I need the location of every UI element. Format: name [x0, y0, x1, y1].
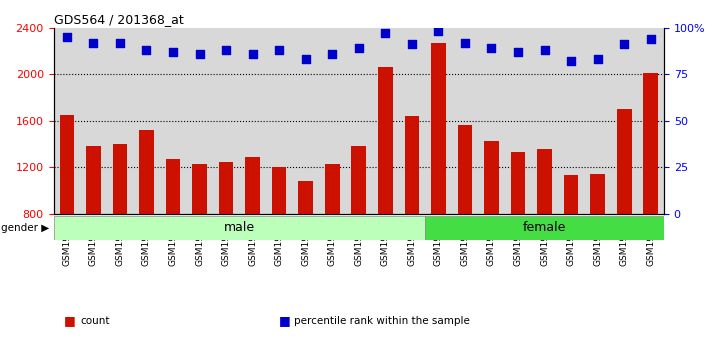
- Point: [61, 34, 73, 40]
- Text: GDS564 / 201368_at: GDS564 / 201368_at: [54, 13, 183, 27]
- Point: [406, 42, 418, 47]
- Point: [353, 45, 365, 51]
- Bar: [617, 109, 631, 214]
- Bar: [351, 146, 366, 214]
- Text: ■: ■: [64, 314, 76, 327]
- Text: male: male: [223, 221, 255, 234]
- Bar: [405, 116, 419, 214]
- Point: [618, 42, 630, 47]
- Bar: [643, 73, 658, 214]
- Point: [300, 57, 311, 62]
- Point: [88, 40, 99, 45]
- Bar: [139, 130, 154, 214]
- Point: [273, 47, 285, 53]
- Bar: [166, 159, 181, 214]
- Point: [433, 29, 444, 34]
- Bar: [59, 115, 74, 214]
- Bar: [590, 174, 605, 214]
- Bar: [425, 216, 664, 240]
- Point: [645, 36, 656, 41]
- Point: [565, 58, 577, 64]
- Bar: [431, 43, 446, 214]
- Bar: [537, 149, 552, 214]
- Bar: [484, 140, 499, 214]
- Bar: [272, 167, 286, 214]
- Bar: [564, 176, 578, 214]
- Point: [486, 45, 497, 51]
- Point: [167, 49, 178, 55]
- Bar: [378, 67, 393, 214]
- Text: percentile rank within the sample: percentile rank within the sample: [294, 316, 470, 326]
- Bar: [458, 125, 472, 214]
- Text: count: count: [80, 316, 109, 326]
- Point: [539, 47, 550, 53]
- Bar: [246, 157, 260, 214]
- Bar: [54, 216, 425, 240]
- Text: gender ▶: gender ▶: [1, 223, 50, 233]
- Point: [380, 30, 391, 36]
- Point: [221, 47, 232, 53]
- Bar: [325, 164, 340, 214]
- Bar: [113, 144, 127, 214]
- Point: [141, 47, 152, 53]
- Bar: [218, 161, 233, 214]
- Bar: [86, 146, 101, 214]
- Point: [193, 51, 205, 57]
- Bar: [192, 164, 207, 214]
- Text: ■: ■: [278, 314, 290, 327]
- Bar: [511, 152, 526, 214]
- Text: female: female: [523, 221, 566, 234]
- Bar: [298, 181, 313, 214]
- Point: [114, 40, 126, 45]
- Point: [459, 40, 471, 45]
- Point: [592, 57, 603, 62]
- Point: [513, 49, 524, 55]
- Point: [247, 51, 258, 57]
- Point: [326, 51, 338, 57]
